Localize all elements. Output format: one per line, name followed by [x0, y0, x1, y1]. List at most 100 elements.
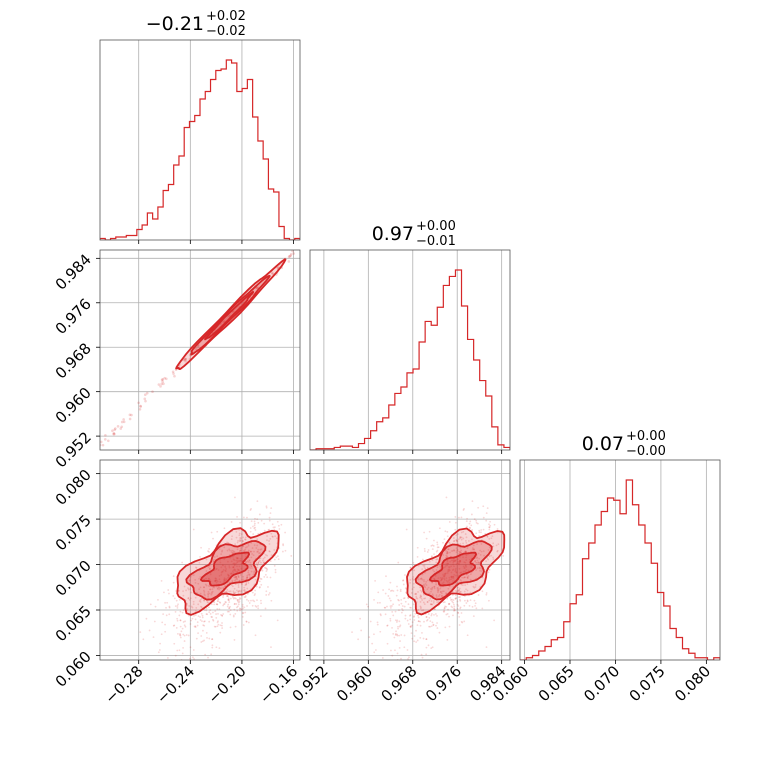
sample-point: [481, 607, 484, 610]
sample-point: [389, 606, 392, 609]
sample-point: [427, 613, 430, 615]
sample-point: [215, 581, 218, 584]
sample-point: [191, 606, 194, 609]
sample-point: [436, 549, 439, 552]
sample-point: [464, 565, 467, 567]
sample-point: [237, 560, 239, 563]
sample-point: [236, 578, 239, 581]
sample-point: [469, 599, 472, 602]
sample-point: [128, 417, 132, 421]
sample-point: [194, 626, 197, 629]
sample-point: [256, 551, 259, 553]
sample-point: [448, 566, 451, 569]
sample-point: [193, 658, 195, 660]
sample-point: [426, 566, 429, 569]
sample-point: [451, 575, 454, 578]
sample-point: [402, 609, 404, 612]
sample-point: [464, 550, 466, 553]
sample-point: [142, 638, 145, 641]
sample-point: [446, 597, 449, 600]
sample-point: [394, 619, 397, 622]
sample-point: [419, 586, 422, 589]
sample-point: [232, 562, 235, 565]
sample-point: [244, 536, 247, 539]
sample-point: [247, 561, 250, 564]
sample-point: [454, 567, 457, 570]
sample-point: [448, 521, 451, 523]
sample-point: [459, 536, 462, 538]
sample-point: [445, 577, 448, 580]
sample-point: [176, 617, 179, 620]
sample-point: [455, 582, 458, 584]
sample-point: [168, 613, 171, 616]
sample-point: [474, 604, 476, 607]
sample-point: [448, 582, 451, 584]
x-tick-label: 0.968: [378, 662, 421, 705]
sample-point: [237, 559, 240, 562]
sample-point: [455, 563, 458, 566]
sample-point: [386, 642, 389, 645]
sample-point: [460, 538, 463, 541]
sample-point: [244, 548, 247, 551]
sample-point: [430, 544, 433, 547]
sample-point: [402, 579, 405, 582]
sample-point: [210, 603, 213, 605]
sample-point: [289, 254, 292, 257]
sample-point: [215, 567, 218, 570]
sample-point: [232, 566, 235, 568]
sample-point: [188, 605, 191, 607]
param-2-title-upper: +0.00: [626, 429, 666, 444]
sample-point: [236, 605, 239, 608]
sample-point: [384, 592, 387, 595]
sample-point: [393, 636, 396, 639]
sample-point: [176, 632, 179, 635]
sample-point: [239, 547, 242, 550]
sample-point: [417, 591, 419, 593]
sample-point: [239, 538, 241, 541]
sample-point: [201, 640, 204, 643]
sample-point: [244, 538, 247, 541]
sample-point: [230, 560, 233, 563]
x-tick-label: 0.960: [333, 662, 376, 705]
histogram-param-2: [520, 479, 720, 660]
sample-point: [228, 601, 231, 603]
sample-point: [473, 518, 476, 521]
sample-point: [427, 644, 430, 647]
sample-point: [265, 505, 268, 508]
sample-point: [216, 530, 219, 533]
sample-point: [487, 558, 490, 561]
sample-point: [176, 606, 179, 609]
sample-point: [235, 575, 237, 578]
sample-point: [425, 619, 428, 622]
sample-point: [219, 601, 222, 604]
sample-point: [405, 528, 408, 531]
sample-point: [234, 625, 237, 628]
sample-point: [238, 532, 241, 535]
sample-point: [420, 577, 423, 580]
sample-point: [183, 634, 186, 637]
sample-point: [445, 592, 447, 595]
sample-point: [138, 407, 142, 411]
sample-point: [160, 378, 164, 382]
sample-point: [454, 559, 457, 562]
sample-point: [236, 541, 239, 544]
x-tick-label: 0.070: [580, 662, 623, 705]
sample-point: [427, 586, 430, 589]
sample-point: [388, 588, 390, 591]
sample-point: [433, 570, 436, 573]
sample-point: [181, 652, 184, 655]
sample-point: [447, 568, 450, 571]
sample-point: [246, 587, 249, 590]
y-tick-label: 0.984: [52, 250, 95, 293]
sample-point: [443, 577, 446, 580]
sample-point: [100, 440, 103, 444]
sample-point: [496, 531, 499, 534]
sample-point: [465, 536, 468, 539]
sample-point: [165, 606, 167, 609]
sample-point: [200, 641, 203, 643]
sample-point: [446, 550, 449, 553]
sample-point: [439, 585, 442, 588]
sample-point: [165, 614, 168, 617]
sample-point: [447, 562, 449, 565]
